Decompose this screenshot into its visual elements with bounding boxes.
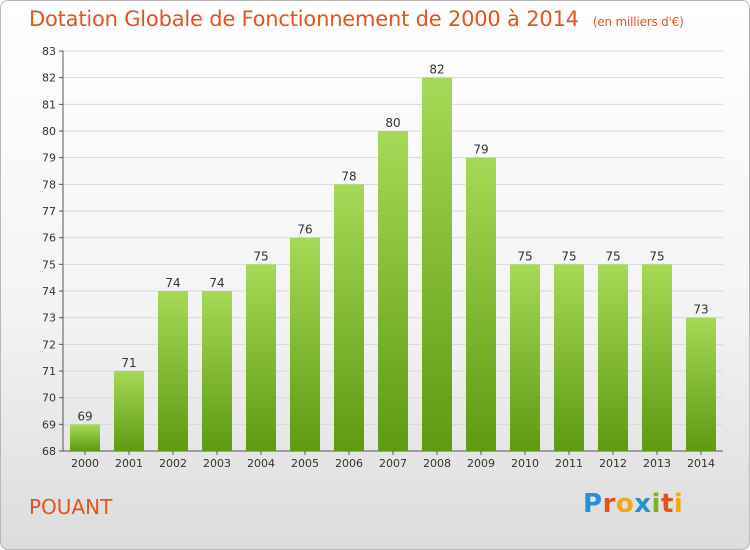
x-tick-label-2002: 2002 [159, 457, 187, 470]
x-tick-label-2010: 2010 [511, 457, 539, 470]
data-label-2002: 74 [165, 276, 180, 290]
data-label-2003: 74 [209, 276, 224, 290]
logo-letter: i [651, 489, 661, 519]
data-label-2014: 73 [693, 303, 708, 317]
y-axis-ticks: 68 69 70 71 72 73 74 75 76 77 78 79 80 81 82 83 [42, 45, 63, 458]
y-tick-label: 82 [42, 72, 56, 85]
logo-letter: t [660, 489, 674, 519]
bar-2005 [290, 237, 320, 451]
data-labels: 69 71 74 74 75 76 78 80 82 79 75 75 75 75 73 [77, 63, 708, 424]
x-tick-label-2006: 2006 [335, 457, 363, 470]
logo-letter: x [634, 489, 652, 519]
bar-2002 [158, 291, 188, 451]
x-tick-label-2004: 2004 [247, 457, 275, 470]
chart-title: Dotation Globale de Fonctionnement de 20… [29, 7, 684, 31]
commune-name: POUANT [29, 495, 113, 519]
data-label-2010: 75 [517, 249, 532, 263]
x-tick-label-2014: 2014 [687, 457, 715, 470]
logo-letter: r [602, 489, 616, 519]
data-label-2006: 78 [341, 169, 356, 183]
bar-2009 [466, 157, 496, 451]
title-text: Dotation Globale de Fonctionnement de 20… [29, 7, 579, 31]
title-unit: (en milliers d'€) [592, 15, 684, 29]
bar-2000 [70, 424, 100, 451]
y-tick-label: 73 [42, 312, 56, 325]
y-tick-label: 69 [42, 418, 56, 431]
x-tick-label-2009: 2009 [467, 457, 495, 470]
x-tick-label-2000: 2000 [71, 457, 99, 470]
x-axis-ticks: 2000 2001 2002 2003 2004 2005 2006 2007 2008 2009… [71, 451, 715, 470]
x-tick-label-2001: 2001 [115, 457, 143, 470]
bar-2010 [510, 264, 540, 451]
bar-2008 [422, 77, 452, 452]
bar-2004 [246, 264, 276, 451]
data-label-2001: 71 [121, 356, 136, 370]
data-label-2013: 75 [649, 249, 664, 263]
data-label-2012: 75 [605, 249, 620, 263]
y-tick-label: 70 [42, 392, 56, 405]
bar-2014 [686, 317, 716, 451]
data-label-2011: 75 [561, 249, 576, 263]
logo-letter: i [673, 489, 684, 519]
bar-2001 [114, 371, 144, 451]
x-tick-label-2007: 2007 [379, 457, 407, 470]
y-tick-label: 75 [42, 258, 56, 271]
y-tick-label: 71 [42, 365, 56, 378]
y-tick-label: 81 [42, 98, 56, 111]
bar-2006 [334, 184, 364, 452]
y-tick-label: 80 [42, 125, 56, 138]
y-tick-label: 83 [42, 45, 56, 58]
x-tick-label-2005: 2005 [291, 457, 319, 470]
y-tick-label: 74 [42, 285, 56, 298]
bars [70, 77, 716, 452]
x-tick-label-2013: 2013 [643, 457, 671, 470]
y-tick-label: 77 [42, 205, 56, 218]
bar-2012 [598, 264, 628, 451]
y-tick-label: 76 [42, 232, 56, 245]
data-label-2008: 82 [429, 63, 444, 77]
data-label-2007: 80 [385, 116, 400, 130]
x-tick-label-2008: 2008 [423, 457, 451, 470]
y-tick-label: 79 [42, 152, 56, 165]
logo-letter: P [583, 489, 603, 519]
x-tick-label-2011: 2011 [555, 457, 583, 470]
data-label-2009: 79 [473, 143, 488, 157]
proxiti-logo[interactable]: Proxiti [583, 489, 683, 519]
y-tick-label: 78 [42, 178, 56, 191]
y-tick-label: 72 [42, 338, 56, 351]
x-tick-label-2003: 2003 [203, 457, 231, 470]
data-label-2004: 75 [253, 249, 268, 263]
bar-2011 [554, 264, 584, 451]
y-tick-label: 68 [42, 445, 56, 458]
data-label-2000: 69 [77, 409, 92, 423]
data-label-2005: 76 [297, 223, 312, 237]
bar-2013 [642, 264, 672, 451]
bar-2007 [378, 131, 408, 451]
logo-letter: o [615, 489, 635, 519]
bar-2003 [202, 291, 232, 451]
x-tick-label-2012: 2012 [599, 457, 627, 470]
